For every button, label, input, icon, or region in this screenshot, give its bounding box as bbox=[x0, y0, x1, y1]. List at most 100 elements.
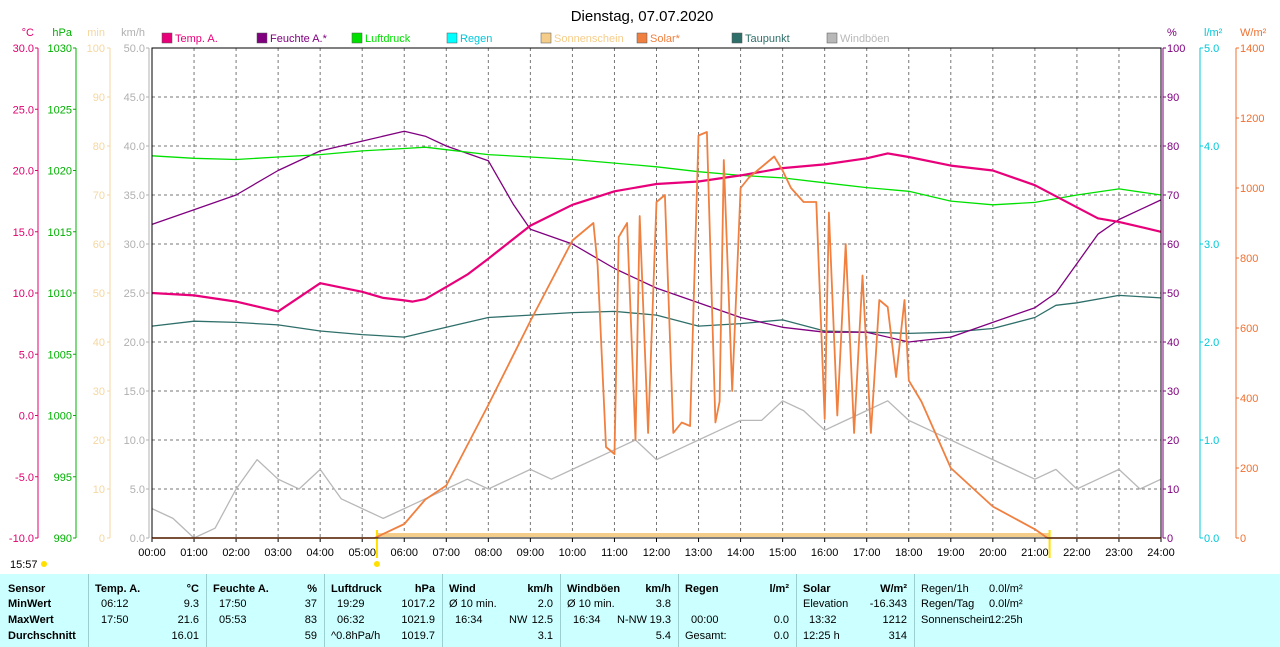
x-tick-label: 14:00 bbox=[727, 547, 755, 559]
wind-axis-tick: 15.0 bbox=[124, 386, 145, 398]
hum-max-time: 05:53 bbox=[219, 614, 247, 626]
gust-avg10-value: 3.8 bbox=[655, 598, 671, 610]
col-solar: Solar W/m² Elevation -16.343 13:32 1212 … bbox=[796, 574, 915, 647]
legend-swatch bbox=[351, 32, 363, 44]
header-temp-unit: °C bbox=[186, 583, 199, 595]
solar-axis-tick: 1000 bbox=[1240, 183, 1264, 195]
sunmin-axis-tick: 90 bbox=[93, 92, 105, 104]
series-line-taupunkt bbox=[151, 294, 1162, 338]
solar-elevation-label: Elevation bbox=[803, 598, 849, 610]
col-wind: Wind km/h Ø 10 min. 2.0 16:34 NW 12.5 3.… bbox=[442, 574, 561, 647]
humidity-axis-tick: 70 bbox=[1167, 190, 1179, 202]
humidity-axis-tick: 30 bbox=[1167, 386, 1179, 398]
hum-min-value: 37 bbox=[304, 598, 317, 610]
wind-axis-tick: 45.0 bbox=[124, 92, 145, 104]
legend-label: Temp. A. bbox=[175, 33, 218, 45]
plot-border bbox=[151, 47, 1162, 539]
col-sensor: Sensor MinWert MaxWert Durchschnitt bbox=[0, 574, 88, 647]
x-tick-label: 17:00 bbox=[853, 547, 881, 559]
x-tick-label: 16:00 bbox=[811, 547, 839, 559]
row-min-label: MinWert bbox=[8, 598, 52, 610]
gust-max-time: 16:34 bbox=[573, 614, 601, 626]
press-min-time: 19:29 bbox=[337, 598, 365, 610]
x-tick-label: 15:00 bbox=[769, 547, 797, 559]
press-trend: ^0.8hPa/h bbox=[331, 630, 381, 642]
pressure-axis-tick: 1005 bbox=[48, 349, 72, 361]
solar-max-value: 1212 bbox=[882, 614, 907, 626]
x-tick-label: 12:00 bbox=[643, 547, 671, 559]
sunmin-axis-tick: 80 bbox=[93, 141, 105, 153]
wind-max-value: 12.5 bbox=[531, 614, 553, 626]
temp-max-value: 21.6 bbox=[177, 614, 199, 626]
x-tick-label: 08:00 bbox=[475, 547, 503, 559]
humidity-axis-tick: 60 bbox=[1167, 239, 1179, 251]
x-tick-label: 13:00 bbox=[685, 547, 713, 559]
header-pressure: Luftdruck bbox=[331, 583, 382, 595]
header-humidity-unit: % bbox=[307, 583, 317, 595]
rain-1h-label: Regen/1h bbox=[921, 583, 969, 595]
wind-max-dir: NW bbox=[509, 614, 528, 626]
rain-time: 00:00 bbox=[691, 614, 719, 626]
wind-axis-tick: 10.0 bbox=[124, 435, 145, 447]
temp-min-value: 9.3 bbox=[183, 598, 199, 610]
header-wind-unit: km/h bbox=[527, 583, 553, 595]
wind-axis-tick: 0.0 bbox=[130, 533, 145, 545]
rain-axis-tick: 5.0 bbox=[1204, 43, 1219, 55]
temp-axis-tick: 20.0 bbox=[13, 166, 34, 178]
x-tick-label: 21:00 bbox=[1021, 547, 1049, 559]
header-gust: Windböen bbox=[567, 583, 621, 595]
axes: 30.025.020.015.010.05.00.0-5.0-10.0°C103… bbox=[9, 27, 1267, 559]
sunshine-value: 12:25h bbox=[989, 614, 1023, 626]
x-tick-label: 23:00 bbox=[1105, 547, 1133, 559]
temp-axis-tick: 30.0 bbox=[13, 43, 34, 55]
wind-axis-tick: 25.0 bbox=[124, 288, 145, 300]
legend: Temp. A. Feuchte A.* Luftdruck Regen Sonnens… bbox=[161, 32, 890, 45]
temp-axis-unit: °C bbox=[22, 27, 34, 39]
temp-avg-value: 16.01 bbox=[171, 630, 199, 642]
rain-day-label: Regen/Tag bbox=[921, 598, 975, 610]
sunmin-axis-tick: 20 bbox=[93, 435, 105, 447]
series-line-solar bbox=[152, 131, 1161, 539]
temp-axis-tick: -10.0 bbox=[9, 533, 34, 545]
temp-axis-tick: 25.0 bbox=[13, 104, 34, 116]
temp-axis-tick: 5.0 bbox=[19, 349, 34, 361]
time-marker-dot bbox=[41, 561, 47, 567]
col-humidity: Feuchte A. % 17:50 37 05:53 83 59 bbox=[206, 574, 325, 647]
humidity-axis-tick: 90 bbox=[1167, 92, 1179, 104]
pressure-axis-tick: 1020 bbox=[48, 166, 72, 178]
header-temp: Temp. A. bbox=[95, 583, 141, 595]
rain-total-label: Gesamt: bbox=[685, 630, 727, 642]
sunmin-axis-tick: 30 bbox=[93, 386, 105, 398]
rain-day-value: 0.0l/m² bbox=[989, 598, 1023, 610]
temp-axis-tick: -5.0 bbox=[15, 472, 34, 484]
legend-label: Taupunkt bbox=[745, 33, 790, 45]
legend-swatch bbox=[826, 32, 838, 44]
sunmin-axis-tick: 40 bbox=[93, 337, 105, 349]
pressure-axis-tick: 995 bbox=[54, 472, 72, 484]
press-max-value: 1021.9 bbox=[401, 614, 435, 626]
temp-axis-tick: 0.0 bbox=[19, 411, 34, 423]
rain-1h-value: 0.0l/m² bbox=[989, 583, 1023, 595]
col-pressure: Luftdruck hPa 19:29 1017.2 06:32 1021.9 … bbox=[324, 574, 443, 647]
legend-swatch bbox=[540, 32, 552, 44]
pressure-axis-tick: 1030 bbox=[48, 43, 72, 55]
gust-avg-value: 5.4 bbox=[655, 630, 671, 642]
x-tick-label: 03:00 bbox=[264, 547, 292, 559]
plot-frame bbox=[151, 47, 1162, 539]
solar-axis-tick: 0 bbox=[1240, 533, 1246, 545]
solar-axis-tick: 400 bbox=[1240, 393, 1258, 405]
wind-max-time: 16:34 bbox=[455, 614, 483, 626]
grid bbox=[152, 48, 1161, 538]
solar-axis-tick: 200 bbox=[1240, 463, 1258, 475]
solar-max-time: 13:32 bbox=[809, 614, 837, 626]
humidity-axis-tick: 10 bbox=[1167, 484, 1179, 496]
temp-min-time: 06:12 bbox=[101, 598, 129, 610]
x-tick-label: 05:00 bbox=[348, 547, 376, 559]
x-tick-label: 09:00 bbox=[517, 547, 545, 559]
temp-axis-tick: 10.0 bbox=[13, 288, 34, 300]
x-tick-label: 19:00 bbox=[937, 547, 965, 559]
hum-avg-value: 59 bbox=[304, 630, 317, 642]
x-tick-label: 24:00 bbox=[1147, 547, 1175, 559]
legend-swatch bbox=[636, 32, 648, 44]
header-sensor: Sensor bbox=[8, 583, 46, 595]
